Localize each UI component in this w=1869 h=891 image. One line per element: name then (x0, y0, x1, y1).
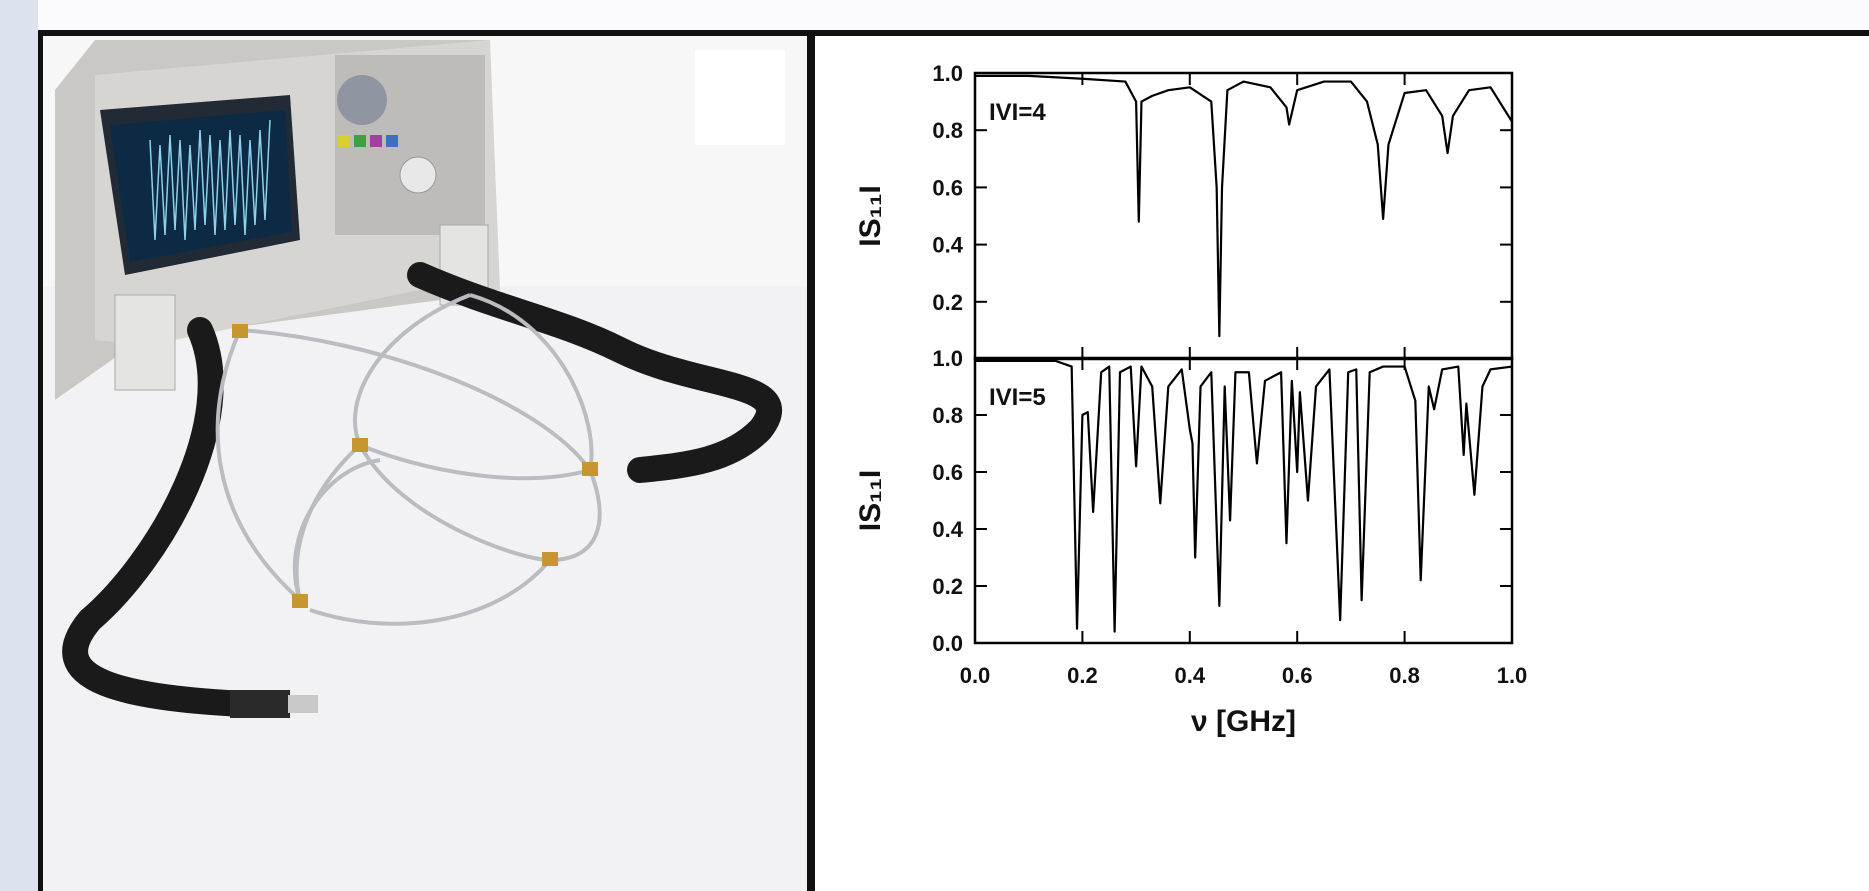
y-axis-label: IS₁₁I (854, 185, 887, 247)
nav-wheel (337, 75, 387, 125)
y-tick-label: 0.6 (932, 460, 963, 485)
panel-annotation: IVI=5 (989, 384, 1046, 411)
knob (399, 156, 437, 194)
spectrum-line (975, 359, 1513, 633)
left-margin (0, 0, 38, 891)
graph-cables (215, 293, 602, 626)
x-tick-label: 0.6 (1282, 663, 1313, 688)
y-tick-label: 0.2 (932, 574, 963, 599)
coax (353, 293, 471, 446)
panel-annotation: IVI=4 (989, 99, 1046, 126)
coax (359, 443, 591, 481)
y-tick-label: 0.2 (932, 290, 963, 315)
spectrum-line (975, 74, 1513, 338)
y-tick-label: 1.0 (932, 61, 963, 86)
x-tick-label: 0.0 (960, 663, 991, 688)
x-tick-label: 0.8 (1389, 663, 1420, 688)
junction (232, 324, 248, 338)
coax (239, 328, 592, 472)
connector (288, 695, 318, 713)
photo (43, 36, 807, 718)
key (386, 135, 398, 147)
plot-frame (973, 356, 1514, 645)
y-axis-label: IS₁₁I (854, 470, 887, 532)
cable-end (230, 690, 290, 718)
key (338, 135, 350, 147)
coax (549, 469, 602, 562)
port-1 (114, 294, 176, 391)
coax (292, 458, 381, 601)
x-tick-label: 1.0 (1497, 663, 1528, 688)
key (354, 135, 366, 147)
black-cable (407, 262, 782, 483)
y-tick-label: 0.4 (932, 233, 963, 258)
coax (469, 293, 594, 471)
key (370, 135, 382, 147)
junction (542, 552, 558, 566)
y-tick-label: 0.8 (932, 403, 963, 428)
black-cable (62, 317, 283, 718)
y-tick-label: 1.0 (932, 346, 963, 371)
y-tick-label: 0.8 (932, 118, 963, 143)
y-tick-label: 0.4 (932, 517, 963, 542)
junction (292, 594, 308, 608)
chart-panel (815, 36, 1869, 891)
coax (215, 329, 302, 602)
junctions (232, 324, 598, 608)
x-tick-label: 0.4 (1175, 663, 1206, 688)
y-tick-label: 0.0 (932, 631, 963, 656)
screen-trace (149, 119, 271, 241)
x-tick-label: 0.2 (1067, 663, 1098, 688)
x-axis-label: ν [GHz] (1191, 705, 1296, 738)
photo-patch (695, 50, 785, 145)
y-tick-label: 0.6 (932, 175, 963, 200)
coax (309, 558, 552, 626)
junction (352, 438, 368, 452)
coax (358, 444, 551, 562)
junction (582, 462, 598, 476)
